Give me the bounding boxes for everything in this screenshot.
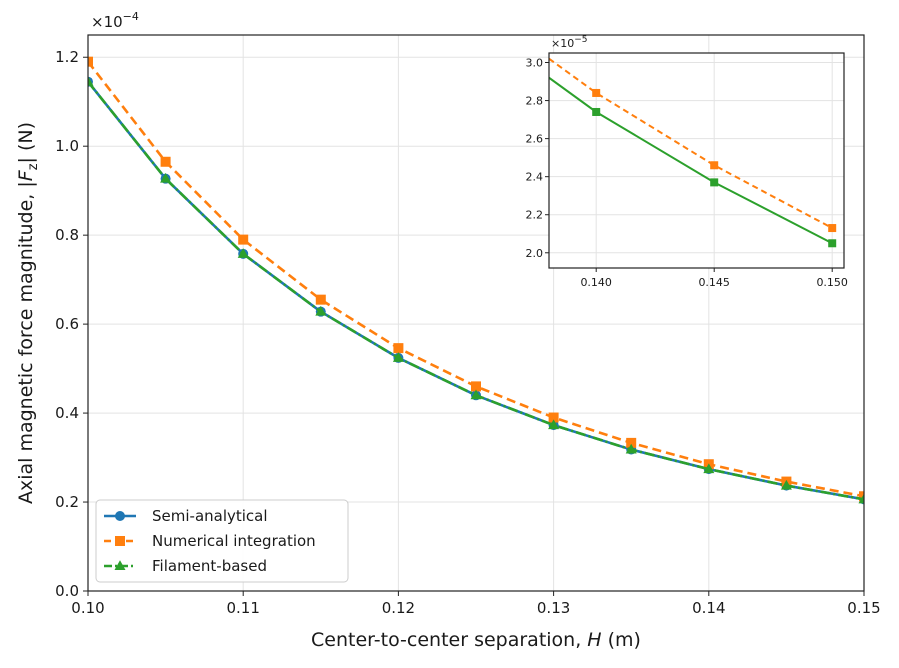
data-point-1 [88, 56, 93, 67]
inset-point-0 [710, 161, 719, 170]
inset-point-1 [828, 239, 837, 248]
legend-marker-0 [115, 511, 125, 521]
inset-plot-area [549, 53, 844, 268]
data-point-2 [703, 463, 715, 474]
inset-point-0 [828, 224, 837, 233]
data-point-1 [859, 491, 864, 502]
data-point-2 [780, 479, 792, 490]
inset-plot: 0.140 0.145 0.150 2.0 2.2 2.4 2.6 2.8 3.0 ×10−5 [526, 35, 848, 289]
x-tick-label: 0.10 [71, 599, 104, 617]
data-point-1 [393, 343, 404, 354]
main-y-axis: 0.0 0.2 0.4 0.6 0.8 1.0 1.2 [55, 48, 88, 600]
inset-series-line-1 [549, 76, 833, 245]
data-point-1 [548, 412, 559, 423]
data-point-1 [626, 437, 637, 448]
inset-x-tick-label: 0.145 [698, 276, 730, 289]
data-point-2 [237, 248, 249, 258]
legend-label-1: Numerical integration [152, 532, 316, 550]
data-point-2 [160, 172, 172, 183]
x-tick-label: 0.14 [692, 599, 725, 617]
y-tick-label: 0.2 [55, 493, 79, 511]
y-multiplier: ×10−4 [91, 10, 139, 31]
inset-point-0 [592, 88, 601, 97]
y-tick-label: 0.8 [55, 226, 79, 244]
inset-y-axis: 2.0 2.2 2.4 2.6 2.8 3.0 [526, 57, 549, 260]
x-axis-title: Center-to-center separation, H (m) [311, 629, 641, 651]
inset-y-tick-label: 2.8 [526, 95, 544, 108]
data-point-2 [858, 493, 864, 504]
data-point-1 [471, 381, 481, 392]
inset-y-tick-label: 3.0 [526, 57, 544, 70]
legend-box [95, 499, 349, 583]
inset-y-tick-label: 2.4 [526, 171, 544, 184]
inset-series-line-0 [549, 57, 833, 229]
y-tick-label: 1.0 [55, 137, 79, 155]
data-point-2 [392, 352, 404, 362]
legend-marker-1 [115, 536, 125, 546]
y-tick-label: 1.2 [55, 48, 79, 66]
legend-label-2: Filament-based [152, 557, 267, 575]
data-point-1 [238, 234, 249, 245]
inset-x-tick-label: 0.150 [816, 276, 848, 289]
inset-x-tick-label: 0.140 [580, 276, 612, 289]
inset-plot-border [548, 52, 845, 269]
legend: Semi-analytical Numerical integration Fila… [95, 499, 349, 583]
main-series-layer [88, 56, 864, 505]
inset-y-tick-label: 2.6 [526, 133, 544, 146]
inset-y-tick-label: 2.0 [526, 247, 544, 260]
data-point-2 [315, 305, 327, 316]
inset-point-1 [592, 107, 601, 116]
y-tick-label: 0.6 [55, 315, 79, 333]
main-plot-border [87, 34, 865, 592]
legend-label-0: Semi-analytical [152, 507, 268, 525]
x-tick-label: 0.15 [847, 599, 880, 617]
inset-y-tick-label: 2.2 [526, 209, 544, 222]
y-axis-title: Axial magnetic force magnitude, |Fz| (N) [15, 122, 41, 504]
main-x-axis: 0.10 0.11 0.12 0.13 0.14 0.15 [71, 591, 881, 617]
x-tick-label: 0.13 [537, 599, 570, 617]
data-point-2 [88, 75, 94, 86]
inset-grid [549, 53, 844, 268]
data-point-1 [315, 294, 326, 305]
y-tick-label: 0.4 [55, 404, 79, 422]
inset-series-layer [549, 57, 837, 248]
inset-y-multiplier: ×10−5 [551, 35, 588, 50]
data-point-2 [548, 419, 560, 430]
data-point-1 [160, 156, 171, 167]
data-point-2 [470, 389, 482, 400]
legend-marker-2 [114, 560, 126, 570]
y-tick-label: 0.0 [55, 582, 79, 600]
x-tick-label: 0.11 [226, 599, 259, 617]
x-tick-label: 0.12 [382, 599, 415, 617]
inset-point-1 [710, 178, 719, 187]
inset-x-axis: 0.140 0.145 0.150 [580, 268, 848, 289]
data-point-2 [625, 443, 637, 454]
